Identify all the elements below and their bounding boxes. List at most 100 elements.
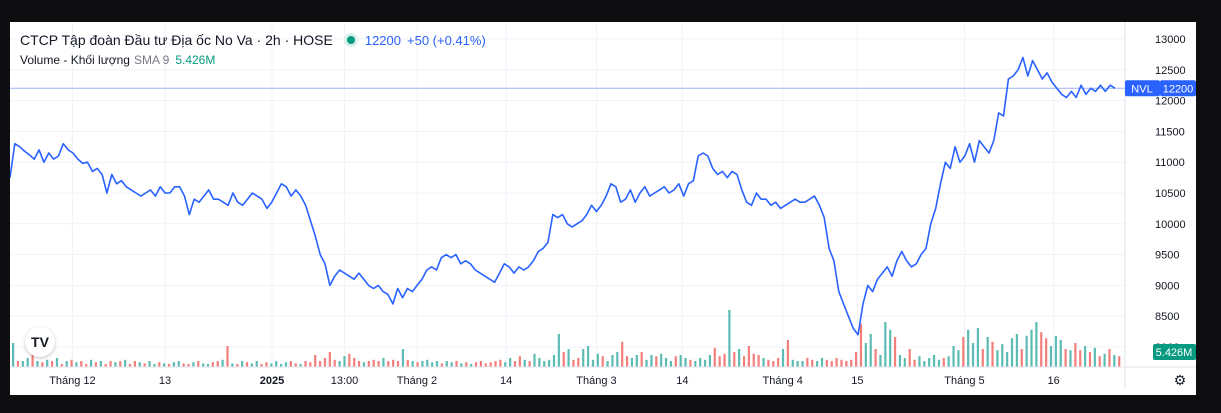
volume-bar — [406, 359, 409, 367]
volume-bar — [684, 358, 687, 367]
volume-bar — [94, 362, 98, 367]
volume-bar — [1045, 338, 1048, 367]
volume-bar — [996, 350, 999, 367]
volume-bar — [289, 361, 292, 367]
volume-bar — [211, 362, 214, 367]
volume-bar — [260, 364, 263, 367]
volume-bar — [396, 361, 400, 367]
legend-volume-row[interactable]: Volume - Khối lượng SMA 9 5.426M — [20, 50, 486, 70]
volume-bar — [206, 364, 210, 367]
volume-bar — [971, 343, 975, 367]
x-tick-label: 15 — [851, 375, 863, 387]
volume-bar — [387, 361, 390, 367]
volume-bar — [353, 358, 356, 367]
volume-bar — [163, 363, 166, 367]
volume-bar — [270, 363, 273, 367]
volume-bar — [382, 358, 385, 367]
volume-bar — [148, 361, 151, 367]
volume-bar — [548, 359, 551, 367]
volume-bar — [757, 355, 760, 367]
price-badge-text: 12200 — [1163, 83, 1194, 95]
volume-bar — [679, 355, 682, 367]
volume-bar — [323, 358, 327, 367]
volume-indicator-label: Volume - Khối lượng — [20, 53, 130, 67]
volume-bar — [1084, 346, 1087, 367]
volume-bar — [932, 355, 936, 367]
volume-bar — [884, 322, 887, 367]
x-tick-label: Tháng 12 — [49, 375, 95, 387]
volume-bar — [357, 361, 361, 367]
volume-bar — [928, 358, 931, 367]
volume-bar — [60, 364, 63, 367]
volume-bar — [124, 359, 127, 367]
volume-bar — [348, 353, 351, 367]
volume-bar — [1006, 352, 1009, 367]
volume-bar — [231, 363, 234, 367]
gear-icon[interactable]: ⚙ — [1173, 372, 1187, 388]
volume-bar — [1064, 349, 1067, 367]
volume-bar — [523, 359, 526, 367]
price-change: +50 (+0.41%) — [407, 32, 486, 48]
x-tick-label: 16 — [1048, 375, 1060, 387]
volume-bar — [991, 341, 994, 367]
volume-bar — [479, 361, 482, 367]
volume-bar — [723, 353, 726, 367]
volume-bar — [664, 358, 668, 367]
volume-bar — [796, 361, 799, 367]
volume-bar — [333, 359, 336, 367]
y-tick-label: 13000 — [1155, 34, 1186, 46]
volume-bar — [816, 361, 819, 367]
volume-bar — [562, 352, 565, 367]
volume-bar — [416, 362, 419, 367]
volume-value: 5.426M — [175, 53, 216, 67]
volume-bar — [923, 361, 926, 367]
volume-bar — [177, 361, 180, 367]
symbol-badge-text: NVL — [1131, 83, 1152, 95]
volume-bar — [362, 362, 366, 367]
volume-bar — [372, 359, 375, 367]
volume-bar — [85, 364, 88, 367]
volume-bar — [942, 358, 945, 367]
volume-bar — [913, 359, 916, 367]
volume-bar — [294, 363, 297, 367]
sma-label: SMA 9 — [133, 53, 170, 67]
volume-bar — [450, 362, 453, 367]
volume-bar — [226, 346, 229, 367]
volume-bar — [703, 359, 707, 367]
tradingview-logo-icon[interactable]: TV — [25, 327, 55, 357]
price-chart[interactable]: 13000 12500 12000 11500 11000 10500 10000 9500 9… — [10, 22, 1196, 395]
volume-bar — [850, 359, 853, 367]
x-tick-label: 13 — [159, 375, 171, 387]
volume-bar — [640, 352, 643, 367]
legend-price-row: CTCP Tập đoàn Đầu tư Địa ốc No Va · 2h ·… — [20, 30, 486, 50]
volume-bar — [46, 359, 49, 367]
volume-bar — [903, 358, 906, 367]
volume-bar — [742, 356, 746, 367]
y-tick-label: 12000 — [1155, 96, 1186, 108]
volume-bar — [1020, 349, 1023, 367]
volume-bar — [70, 359, 73, 367]
volume-bar — [840, 359, 843, 367]
last-price: 12200 — [364, 32, 401, 48]
volume-bar — [918, 356, 921, 367]
volume-bar — [304, 361, 307, 367]
volume-bar — [1035, 322, 1038, 367]
volume-bar — [738, 349, 741, 367]
volume-bar — [986, 337, 989, 367]
y-tick-label: 9500 — [1155, 250, 1179, 262]
volume-bar — [1108, 349, 1111, 367]
volume-bar — [55, 358, 59, 367]
volume-bar — [674, 356, 677, 367]
volume-bar — [528, 361, 531, 367]
volume-bar — [343, 356, 346, 367]
volume-bar — [16, 361, 20, 367]
volume-bar — [21, 361, 24, 367]
volume-bar — [172, 362, 175, 367]
volume-bar — [645, 359, 648, 367]
x-tick-label: Tháng 3 — [576, 375, 616, 387]
volume-bar — [250, 363, 253, 367]
chart-panel: 13000 12500 12000 11500 11000 10500 10000 9500 9… — [10, 22, 1196, 395]
volume-bar — [509, 358, 512, 367]
volume-bar — [499, 359, 502, 367]
volume-bar — [128, 364, 132, 367]
